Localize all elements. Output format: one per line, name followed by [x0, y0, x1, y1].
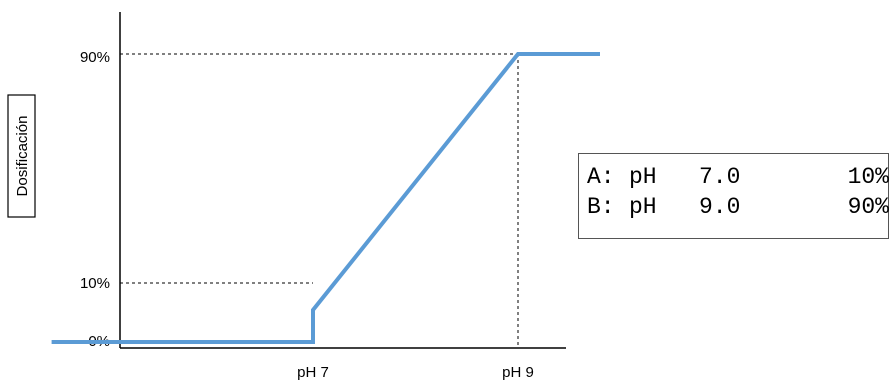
setpoint-label: B: — [587, 194, 615, 220]
y-tick-label-90: 90% — [80, 49, 110, 66]
setpoint-display: A: pH 7.0 10% B: pH 9.0 90% — [578, 153, 889, 239]
ylabel: Dosificación — [14, 116, 31, 197]
x-tick-label-ph7: pH 7 — [297, 364, 329, 381]
setpoint-ph-value: 7.0 — [699, 164, 741, 190]
setpoint-label: A: — [587, 164, 615, 190]
setpoint-ph-value: 9.0 — [699, 194, 741, 220]
ylabel-box — [7, 94, 36, 218]
x-tick-label-ph9: pH 9 — [502, 364, 534, 381]
y-tick-label-10: 10% — [80, 275, 110, 292]
setpoint-row-b: B: pH 9.0 90% — [587, 192, 889, 222]
series-line — [51, 52, 600, 344]
setpoint-ph-text: pH — [629, 194, 657, 220]
setpoint-ph-text: pH — [629, 164, 657, 190]
setpoint-percent: 90% — [847, 194, 889, 220]
setpoint-row-a: A: pH 7.0 10% — [587, 162, 889, 192]
setpoint-percent: 10% — [847, 164, 889, 190]
